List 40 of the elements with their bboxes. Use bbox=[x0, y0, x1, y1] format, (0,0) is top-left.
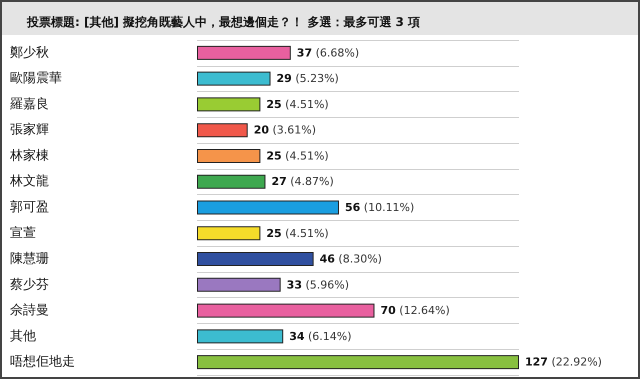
y-tick-label: 鄭少秋 bbox=[10, 45, 49, 60]
bar bbox=[197, 123, 248, 138]
bar bbox=[197, 355, 519, 370]
chart-title: 投票標題: [其他] 擬挖角既藝人中，最想邊個走？！ 多選：最多可選 3 項 bbox=[26, 15, 420, 29]
bar bbox=[197, 148, 260, 163]
data-label: 127 (22.92%) bbox=[525, 356, 602, 369]
data-label: 70 (12.64%) bbox=[380, 304, 450, 318]
data-label: 56 (10.11%) bbox=[344, 201, 414, 214]
y-tick-label: 林文龍 bbox=[9, 174, 49, 190]
data-label: 20 (3.61%) bbox=[254, 124, 316, 137]
data-label: 27 (4.87%) bbox=[271, 175, 334, 188]
data-label: 25 (4.51%) bbox=[266, 226, 329, 240]
bar bbox=[197, 226, 260, 240]
data-label: 37 (6.68%) bbox=[296, 46, 360, 60]
bar bbox=[197, 304, 374, 318]
y-tick-label: 郭可盈 bbox=[10, 200, 49, 215]
bar bbox=[197, 278, 281, 292]
bar bbox=[197, 200, 339, 214]
y-tick-label: 陳慧珊 bbox=[10, 252, 49, 267]
data-label: 46 (8.30%) bbox=[320, 252, 382, 266]
bar bbox=[197, 46, 291, 60]
data-label: 25 (4.51%) bbox=[266, 98, 329, 111]
data-label: 29 (5.23%) bbox=[276, 72, 339, 86]
data-label: 25 (4.51%) bbox=[266, 149, 329, 162]
bar bbox=[197, 72, 271, 86]
y-tick-label: 佘詩曼 bbox=[10, 303, 49, 318]
y-tick-label: 歐陽震華 bbox=[10, 71, 62, 86]
data-label: 34 (6.14%) bbox=[289, 330, 352, 343]
data-label: 33 (5.96%) bbox=[286, 278, 350, 292]
y-tick-label: 宣萱 bbox=[10, 224, 36, 241]
y-tick-label: 唔想佢地走 bbox=[10, 354, 75, 370]
bar bbox=[197, 97, 260, 112]
bar bbox=[197, 329, 284, 344]
bar bbox=[197, 252, 314, 266]
y-tick-label: 羅嘉良 bbox=[10, 96, 49, 112]
bar bbox=[197, 174, 266, 189]
y-tick-label: 張家輝 bbox=[10, 122, 49, 138]
y-tick-label: 其他 bbox=[10, 328, 36, 344]
y-tick-label: 蔡少芬 bbox=[10, 277, 49, 292]
y-tick-label: 林家棟 bbox=[9, 147, 49, 164]
